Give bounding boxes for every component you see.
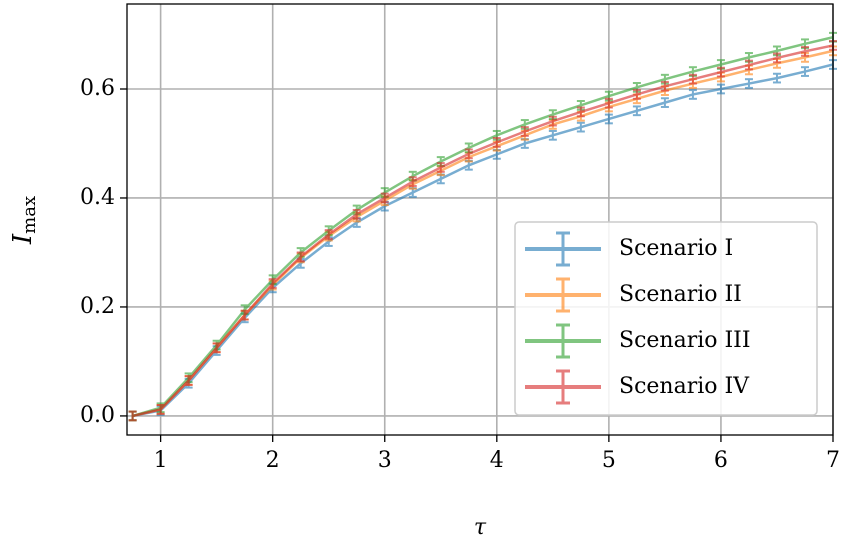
- legend-label: Scenario I: [619, 236, 733, 261]
- y-tick-label: 0.0: [80, 403, 115, 428]
- x-tick-label: 5: [602, 448, 616, 473]
- x-tick-label: 4: [490, 448, 504, 473]
- legend-label: Scenario III: [619, 328, 751, 353]
- error-bar: [772, 72, 781, 84]
- error-bar: [436, 162, 445, 173]
- error-bar: [520, 126, 529, 137]
- y-tick-label: 0.2: [80, 294, 115, 319]
- series-line: [132, 63, 834, 418]
- y-axis-label: Imax: [8, 196, 40, 245]
- error-bar: [604, 113, 613, 125]
- series-line: [132, 44, 834, 418]
- error-bar: [660, 80, 669, 92]
- error-bar: [380, 192, 389, 204]
- error-bar: [548, 129, 557, 141]
- error-bar: [268, 278, 277, 289]
- series-line: [132, 36, 834, 418]
- error-bar: [576, 121, 585, 133]
- y-tick-label: 0.4: [80, 185, 115, 210]
- error-bar: [744, 78, 753, 89]
- error-bar: [408, 176, 417, 187]
- x-axis-label: τ: [474, 515, 487, 540]
- x-tick-label: 6: [714, 448, 728, 473]
- error-bar: [296, 251, 305, 263]
- error-bar: [352, 208, 361, 220]
- legend-marker: [525, 231, 601, 267]
- x-tick-label: 7: [826, 448, 840, 473]
- error-bar: [604, 97, 613, 109]
- y-axis-label-main: I: [8, 233, 38, 245]
- y-tick-label: 0.6: [80, 76, 115, 101]
- plot-frame: [126, 3, 834, 436]
- error-bar: [492, 137, 501, 148]
- error-bar: [744, 59, 753, 71]
- error-bar: [464, 148, 473, 160]
- error-bar: [800, 66, 809, 77]
- error-bar: [576, 106, 585, 118]
- error-bar: [324, 229, 333, 240]
- error-bar: [660, 97, 669, 108]
- error-bar: [632, 89, 641, 100]
- error-bar: [240, 309, 249, 321]
- error-bar: [632, 105, 641, 117]
- error-bar: [772, 52, 781, 64]
- legend-marker: [525, 323, 601, 359]
- legend-label: Scenario IV: [619, 374, 750, 399]
- x-tick-label: 2: [266, 448, 280, 473]
- legend-marker: [525, 277, 601, 313]
- error-bar: [716, 66, 725, 78]
- legend-marker: [525, 369, 601, 405]
- error-bar: [184, 375, 193, 386]
- error-bar: [128, 410, 137, 422]
- error-bar: [212, 342, 221, 354]
- legend-box: [514, 221, 818, 416]
- legend: Scenario I Scenario II Scenario III Scenari…: [514, 221, 818, 416]
- error-bar: [548, 115, 557, 127]
- error-bar: [800, 46, 809, 57]
- x-tick-label: 3: [378, 448, 392, 473]
- y-axis-label-sub: max: [19, 196, 40, 234]
- error-bar: [156, 404, 165, 415]
- error-bar: [688, 89, 697, 100]
- x-tick-label: 1: [154, 448, 168, 473]
- error-bar: [716, 83, 725, 95]
- error-bar: [688, 73, 697, 85]
- legend-label: Scenario II: [619, 282, 742, 307]
